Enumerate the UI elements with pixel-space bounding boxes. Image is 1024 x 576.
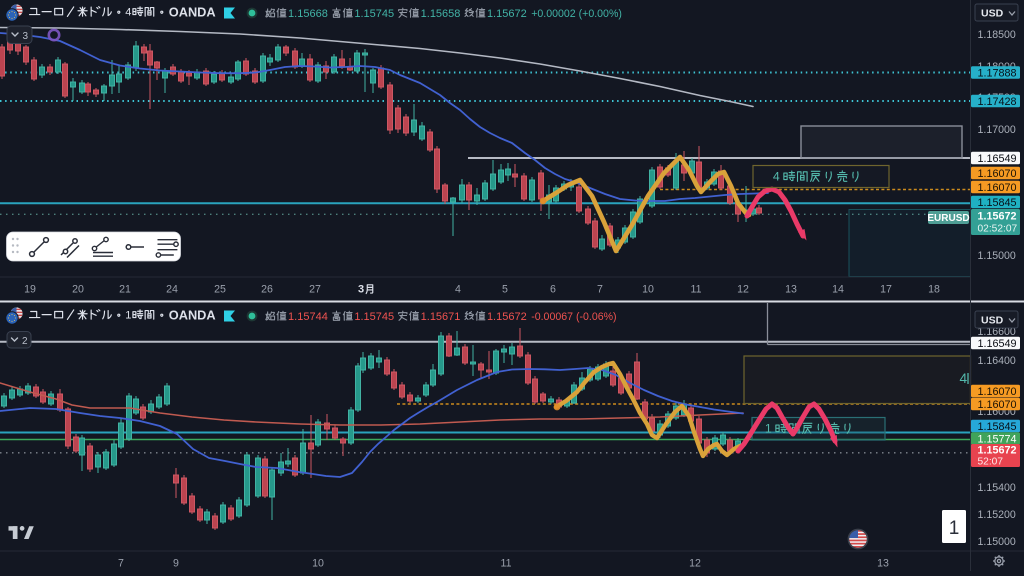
svg-text:1.18500: 1.18500 <box>978 29 1016 41</box>
svg-text:1.15672: 1.15672 <box>487 8 527 20</box>
svg-text:20: 20 <box>72 284 84 296</box>
svg-text:1.15845: 1.15845 <box>978 421 1017 433</box>
svg-text:1.16070: 1.16070 <box>978 168 1017 180</box>
svg-text:1.17428: 1.17428 <box>978 96 1017 108</box>
svg-text:1.15672: 1.15672 <box>487 311 527 323</box>
svg-text:OANDA: OANDA <box>169 308 216 323</box>
svg-text:1.15400: 1.15400 <box>978 482 1016 494</box>
svg-text:USD: USD <box>981 315 1004 327</box>
svg-text:USD: USD <box>981 8 1004 20</box>
svg-text:25: 25 <box>214 284 226 296</box>
svg-text:2: 2 <box>22 336 28 347</box>
svg-text:9: 9 <box>173 558 179 570</box>
svg-text:1: 1 <box>765 421 772 435</box>
svg-text:7: 7 <box>118 558 124 570</box>
svg-text:6: 6 <box>550 284 556 296</box>
svg-text:27: 27 <box>309 284 321 296</box>
svg-text:+0.00002 (+0.00%): +0.00002 (+0.00%) <box>531 8 622 20</box>
svg-text:1.15000: 1.15000 <box>978 536 1016 548</box>
svg-text:1.15200: 1.15200 <box>978 509 1016 521</box>
svg-text:1.15744: 1.15744 <box>288 311 328 323</box>
svg-text:13: 13 <box>785 284 797 296</box>
svg-text:10: 10 <box>312 558 324 570</box>
svg-text:5: 5 <box>502 284 508 296</box>
svg-text:1.15845: 1.15845 <box>978 197 1017 209</box>
svg-text:21: 21 <box>119 284 131 296</box>
svg-text:12: 12 <box>737 284 749 296</box>
svg-text:1.16070: 1.16070 <box>978 399 1017 411</box>
svg-text:10: 10 <box>642 284 654 296</box>
svg-text:1.15000: 1.15000 <box>978 250 1016 262</box>
svg-text:1.16549: 1.16549 <box>978 338 1017 350</box>
svg-text:1.15745: 1.15745 <box>354 8 394 20</box>
svg-text:-0.00067 (-0.06%): -0.00067 (-0.06%) <box>531 311 616 323</box>
svg-text:4: 4 <box>455 284 461 296</box>
svg-text:11: 11 <box>691 284 702 296</box>
svg-text:1.16600: 1.16600 <box>978 326 1016 338</box>
svg-text:1.15672: 1.15672 <box>978 211 1017 223</box>
svg-text:1.17888: 1.17888 <box>978 67 1017 79</box>
svg-text:02:52:07: 02:52:07 <box>978 224 1018 235</box>
svg-text:1.16400: 1.16400 <box>978 355 1016 367</box>
svg-text:1.15671: 1.15671 <box>421 311 461 323</box>
svg-text:OANDA: OANDA <box>169 5 216 20</box>
svg-text:4: 4 <box>125 6 131 18</box>
svg-text:1: 1 <box>949 518 960 539</box>
svg-text:52:07: 52:07 <box>978 457 1004 468</box>
svg-text:19: 19 <box>24 284 36 296</box>
svg-text:24: 24 <box>166 284 178 296</box>
svg-text:EURUSD: EURUSD <box>927 213 969 224</box>
svg-text:1.16070: 1.16070 <box>978 182 1017 194</box>
svg-text:1.16070: 1.16070 <box>978 386 1017 398</box>
svg-text:13: 13 <box>877 558 889 570</box>
svg-text:4: 4 <box>773 169 780 183</box>
svg-text:1.15745: 1.15745 <box>354 311 394 323</box>
svg-text:1.15774: 1.15774 <box>978 433 1017 445</box>
svg-text:3: 3 <box>23 31 29 42</box>
svg-text:17: 17 <box>880 284 892 296</box>
svg-text:7: 7 <box>597 284 603 296</box>
svg-text:1.15658: 1.15658 <box>421 8 461 20</box>
svg-text:18: 18 <box>928 284 940 296</box>
svg-text:11: 11 <box>501 558 512 570</box>
svg-text:12: 12 <box>689 558 701 570</box>
svg-text:1.17000: 1.17000 <box>978 124 1016 136</box>
svg-text:4: 4 <box>960 371 968 386</box>
svg-text:26: 26 <box>261 284 273 296</box>
svg-text:3: 3 <box>358 284 364 296</box>
svg-text:1.16549: 1.16549 <box>978 153 1017 165</box>
svg-text:14: 14 <box>832 284 844 296</box>
svg-text:1.15668: 1.15668 <box>288 8 328 20</box>
svg-text:1.15672: 1.15672 <box>978 445 1017 457</box>
svg-text:1: 1 <box>125 309 131 321</box>
